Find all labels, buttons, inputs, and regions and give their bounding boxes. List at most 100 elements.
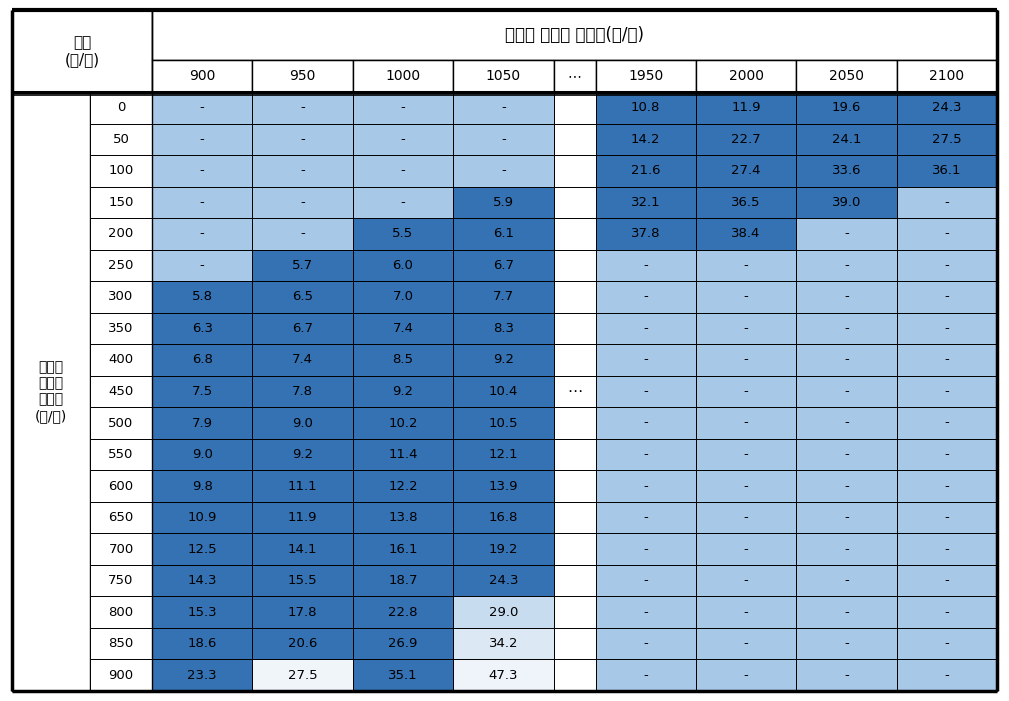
Bar xyxy=(252,218,353,250)
Text: 7.4: 7.4 xyxy=(292,353,313,367)
Text: -: - xyxy=(301,196,305,209)
Text: 27.4: 27.4 xyxy=(732,164,761,177)
Bar xyxy=(696,660,796,691)
Bar xyxy=(252,439,353,470)
Bar xyxy=(453,565,554,597)
Bar xyxy=(353,597,453,628)
Bar xyxy=(252,407,353,439)
Bar xyxy=(90,376,152,407)
Bar xyxy=(90,155,152,186)
Text: 14.1: 14.1 xyxy=(288,543,317,556)
Bar xyxy=(595,344,696,376)
Text: 23.3: 23.3 xyxy=(188,669,217,682)
Bar xyxy=(152,123,252,155)
Text: 6.1: 6.1 xyxy=(492,227,514,240)
Text: 24.3: 24.3 xyxy=(932,101,962,114)
Bar xyxy=(152,439,252,470)
Bar xyxy=(453,155,554,186)
Bar xyxy=(90,186,152,218)
Bar xyxy=(897,250,997,281)
Bar xyxy=(90,660,152,691)
Text: -: - xyxy=(944,637,949,651)
Bar xyxy=(595,281,696,313)
Text: -: - xyxy=(301,164,305,177)
Bar xyxy=(696,123,796,155)
Bar xyxy=(595,155,696,186)
Bar xyxy=(90,470,152,502)
Text: 8.5: 8.5 xyxy=(393,353,414,367)
Bar xyxy=(554,533,595,565)
Bar xyxy=(595,376,696,407)
Bar xyxy=(252,281,353,313)
Bar xyxy=(353,92,453,123)
Bar xyxy=(595,186,696,218)
Text: 10.8: 10.8 xyxy=(631,101,660,114)
Text: 24.3: 24.3 xyxy=(488,574,518,587)
Bar xyxy=(595,60,696,92)
Bar xyxy=(897,344,997,376)
Bar xyxy=(152,470,252,502)
Text: -: - xyxy=(944,385,949,398)
Bar xyxy=(453,344,554,376)
Text: 850: 850 xyxy=(108,637,133,651)
Bar xyxy=(696,218,796,250)
Text: 7.9: 7.9 xyxy=(192,416,213,430)
Bar xyxy=(90,123,152,155)
Text: -: - xyxy=(845,511,849,524)
Text: -: - xyxy=(845,290,849,304)
Text: 9.0: 9.0 xyxy=(192,448,213,461)
Text: -: - xyxy=(744,606,749,619)
Bar xyxy=(897,407,997,439)
Text: -: - xyxy=(301,132,305,146)
Bar xyxy=(897,123,997,155)
Bar xyxy=(696,533,796,565)
Bar xyxy=(152,660,252,691)
Bar xyxy=(252,565,353,597)
Bar xyxy=(696,281,796,313)
Text: 17.8: 17.8 xyxy=(288,606,317,619)
Text: 11.1: 11.1 xyxy=(288,479,318,493)
Bar xyxy=(696,470,796,502)
Text: -: - xyxy=(200,227,205,240)
Bar xyxy=(152,344,252,376)
Bar xyxy=(353,344,453,376)
Text: -: - xyxy=(200,101,205,114)
Bar xyxy=(453,186,554,218)
Text: -: - xyxy=(944,290,949,304)
Bar xyxy=(897,218,997,250)
Bar xyxy=(554,92,595,123)
Bar xyxy=(152,502,252,533)
Bar xyxy=(595,502,696,533)
Bar xyxy=(353,628,453,660)
Bar xyxy=(453,60,554,92)
Text: -: - xyxy=(200,196,205,209)
Text: 7.0: 7.0 xyxy=(393,290,414,304)
Text: 600: 600 xyxy=(108,479,133,493)
Bar xyxy=(554,155,595,186)
Text: 12.1: 12.1 xyxy=(488,448,519,461)
Text: 7.4: 7.4 xyxy=(393,322,414,335)
Bar xyxy=(897,533,997,565)
Bar xyxy=(90,218,152,250)
Bar xyxy=(796,186,897,218)
Text: 10.2: 10.2 xyxy=(388,416,418,430)
Bar xyxy=(453,628,554,660)
Text: 22.8: 22.8 xyxy=(388,606,418,619)
Text: 750: 750 xyxy=(108,574,133,587)
Bar xyxy=(252,376,353,407)
Bar xyxy=(897,92,997,123)
Text: 21.6: 21.6 xyxy=(631,164,661,177)
Text: 9.2: 9.2 xyxy=(492,353,514,367)
Text: 900: 900 xyxy=(189,69,215,83)
Bar xyxy=(796,92,897,123)
Bar xyxy=(554,313,595,344)
Bar xyxy=(152,218,252,250)
Bar xyxy=(796,60,897,92)
Text: 9.2: 9.2 xyxy=(292,448,313,461)
Text: -: - xyxy=(500,101,506,114)
Bar xyxy=(353,218,453,250)
Text: 6.0: 6.0 xyxy=(393,259,414,272)
Text: -: - xyxy=(744,511,749,524)
Bar xyxy=(252,155,353,186)
Text: 1000: 1000 xyxy=(385,69,421,83)
